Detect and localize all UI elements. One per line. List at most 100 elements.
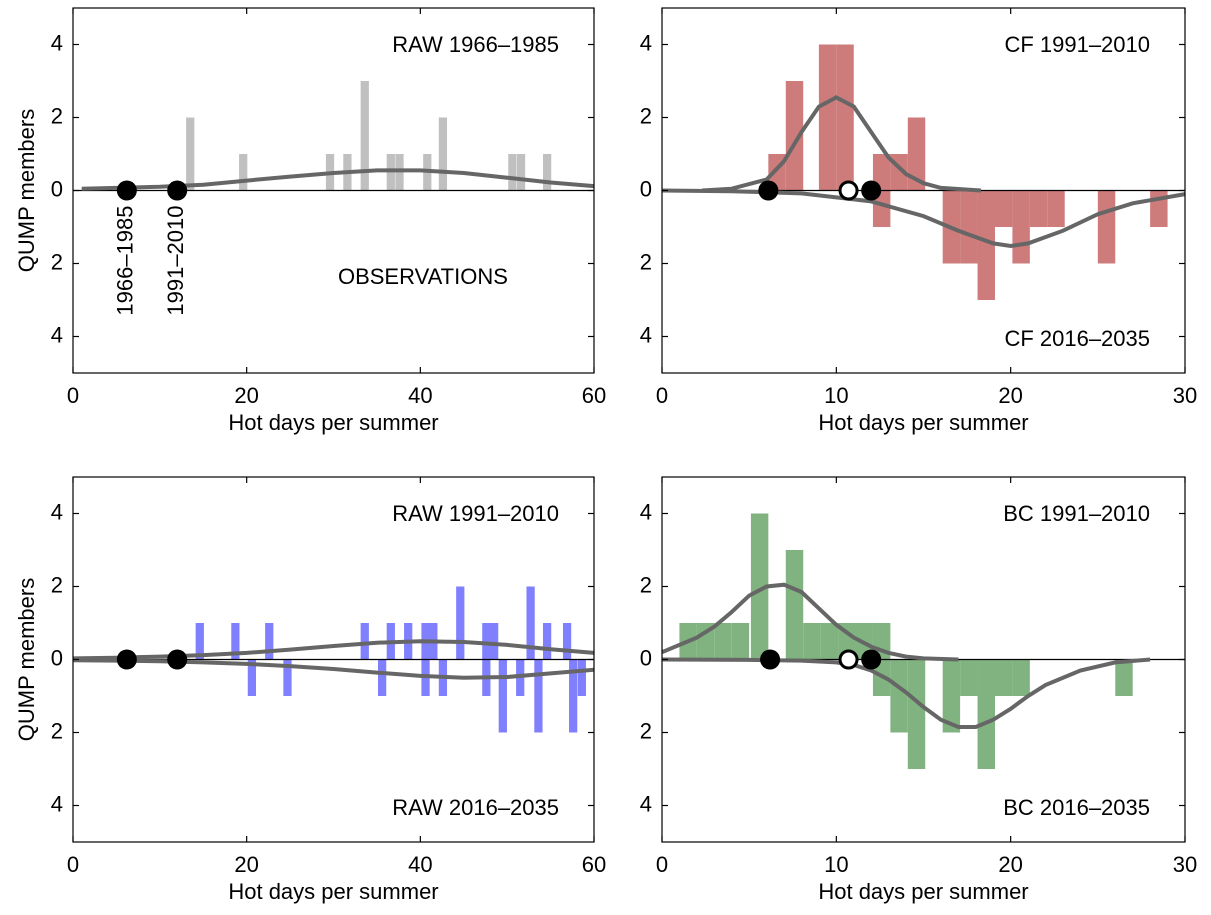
bar <box>534 659 543 733</box>
annotation: CF 2016–2035 <box>1004 326 1150 351</box>
y-tick-label: 2 <box>51 718 63 743</box>
y-axis-label: QUMP members <box>14 109 39 272</box>
y-tick-label: 4 <box>51 791 63 816</box>
annotation: CF 1991–2010 <box>1004 32 1150 57</box>
density-curve <box>72 639 595 661</box>
bar <box>569 659 578 733</box>
observation-dot <box>116 649 137 670</box>
x-tick-label: 40 <box>408 383 432 408</box>
bar <box>231 623 240 660</box>
bar <box>498 659 507 733</box>
bar <box>836 44 854 191</box>
density-curve <box>661 188 1186 249</box>
bar <box>438 117 448 191</box>
bar <box>1115 659 1133 696</box>
bar <box>508 154 517 191</box>
x-tick-label: 30 <box>1173 383 1197 408</box>
y-axis-label: QUMP members <box>14 578 39 741</box>
bar <box>360 623 369 660</box>
bar <box>542 154 552 191</box>
y-tick-label: 0 <box>51 176 63 201</box>
bar <box>803 623 821 660</box>
y-tick-label: 4 <box>640 30 652 55</box>
bar <box>456 586 465 660</box>
bar <box>1012 190 1030 264</box>
density-curve <box>661 582 959 662</box>
x-axis-label: Hot days per summer <box>228 410 438 435</box>
bar <box>526 586 535 660</box>
observation-dot <box>760 649 781 670</box>
bar <box>785 81 804 191</box>
y-tick-label: 2 <box>51 249 63 274</box>
bar <box>378 659 387 696</box>
y-tick-label: 4 <box>640 791 652 816</box>
bar <box>1047 190 1065 227</box>
x-tick-label: 0 <box>67 852 79 877</box>
y-tick-label: 0 <box>640 176 652 201</box>
bar <box>818 44 837 191</box>
y-tick-label: 2 <box>640 103 652 128</box>
density-curve <box>661 657 1151 729</box>
bar <box>977 659 995 769</box>
bar <box>994 190 1013 227</box>
observation-label: 1966–1985 <box>113 206 138 316</box>
annotation: RAW 2016–2035 <box>392 795 559 820</box>
bar <box>714 623 732 660</box>
bar <box>696 623 715 660</box>
observation-dot <box>167 180 188 201</box>
observation-dot <box>116 180 137 201</box>
bar <box>820 623 839 660</box>
bar <box>977 190 995 300</box>
annotation: RAW 1991–2010 <box>392 501 559 526</box>
x-axis-label: Hot days per summer <box>228 879 438 904</box>
x-tick-label: 40 <box>408 852 432 877</box>
observation-dot <box>758 180 779 201</box>
x-tick-label: 10 <box>824 383 848 408</box>
bar <box>360 81 369 191</box>
x-axis-label: Hot days per summer <box>818 410 1028 435</box>
bar <box>750 513 769 660</box>
annotation: BC 2016–2035 <box>1003 795 1150 820</box>
bar <box>490 623 499 660</box>
y-tick-label: 4 <box>640 322 652 347</box>
y-tick-label: 4 <box>51 30 63 55</box>
bar <box>265 623 274 660</box>
bar <box>516 154 526 191</box>
y-tick-label: 4 <box>640 499 652 524</box>
y-tick-label: 2 <box>640 249 652 274</box>
bar <box>872 190 891 227</box>
bar <box>960 190 978 264</box>
x-tick-label: 30 <box>1173 852 1197 877</box>
bar <box>731 623 750 660</box>
observation-dot <box>861 649 882 670</box>
x-tick-label: 0 <box>656 852 668 877</box>
density-curve <box>701 95 982 193</box>
bar <box>785 550 804 660</box>
observation-dot <box>167 649 188 670</box>
bar <box>577 659 586 696</box>
bar <box>482 623 491 660</box>
projection-dot <box>838 180 859 201</box>
y-tick-label: 2 <box>51 103 63 128</box>
y-tick-label: 4 <box>51 499 63 524</box>
bar <box>247 659 257 696</box>
x-tick-label: 20 <box>998 852 1022 877</box>
bar <box>195 623 204 660</box>
y-tick-label: 0 <box>51 645 63 670</box>
bar <box>942 659 961 733</box>
annotation: RAW 1966–1985 <box>392 32 559 57</box>
x-tick-label: 60 <box>582 383 606 408</box>
bar <box>960 659 978 696</box>
bar <box>542 623 552 660</box>
x-tick-label: 10 <box>824 852 848 877</box>
bar <box>994 659 1013 696</box>
annotation: OBSERVATIONS <box>338 264 508 289</box>
bar <box>907 117 926 191</box>
bar <box>1012 659 1030 696</box>
bar <box>1097 190 1116 264</box>
